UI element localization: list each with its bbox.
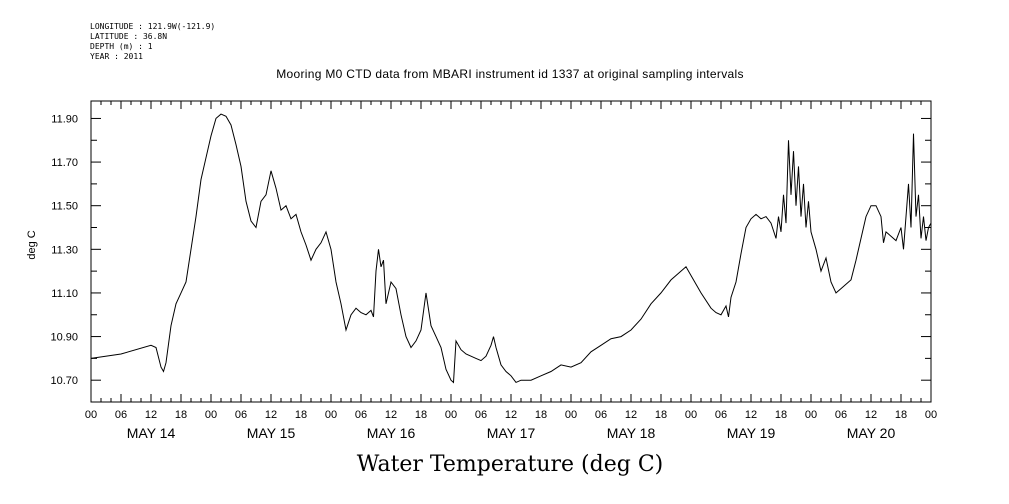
x-tick-label: 00 (805, 409, 817, 421)
x-day-label: MAY 14 (127, 425, 176, 441)
x-tick-label: 12 (505, 409, 517, 421)
x-tick-label: 12 (265, 409, 277, 421)
temperature-series-line (90, 113, 932, 384)
x-tick-label: 18 (655, 409, 667, 421)
x-tick-label: 18 (775, 409, 787, 421)
y-tick-label: 11.90 (51, 113, 78, 125)
y-axis-label: deg C (26, 230, 38, 259)
y-tick-label: 11.70 (51, 157, 78, 169)
x-tick-label: 00 (685, 409, 697, 421)
x-day-label: MAY 20 (847, 425, 896, 441)
x-tick-label: 12 (145, 409, 157, 421)
latitude-text: LATITUDE : 36.8N (90, 32, 168, 41)
chart-bottom-title: Water Temperature (deg C) (356, 452, 664, 477)
x-tick-label: 18 (295, 409, 307, 421)
y-tick-label: 11.10 (51, 288, 78, 300)
x-tick-label: 00 (205, 409, 217, 421)
y-tick-label: 11.30 (51, 244, 78, 256)
x-tick-label: 00 (85, 409, 97, 421)
depth-text: DEPTH (m) : 1 (90, 42, 153, 51)
x-day-label: MAY 18 (607, 425, 656, 441)
x-day-label: MAY 15 (247, 425, 296, 441)
x-day-label: MAY 17 (487, 425, 536, 441)
x-tick-label: 00 (325, 409, 337, 421)
longitude-text: LONGITUDE : 121.9W(-121.9) (90, 22, 216, 31)
x-tick-label: 12 (385, 409, 397, 421)
x-tick-label: 06 (475, 409, 487, 421)
x-tick-label: 06 (715, 409, 727, 421)
plot-frame (90, 100, 932, 403)
x-tick-label: 18 (415, 409, 427, 421)
y-tick-label: 10.90 (50, 332, 78, 344)
chart-title: Mooring M0 CTD data from MBARI instrumen… (276, 67, 744, 81)
mooring-metadata: LONGITUDE : 121.9W(-121.9) LATITUDE : 36… (90, 22, 215, 62)
x-tick-label: 12 (625, 409, 637, 421)
x-tick-label: 06 (595, 409, 607, 421)
x-tick-label: 06 (355, 409, 367, 421)
x-tick-label: 00 (445, 409, 457, 421)
x-tick-label: 12 (865, 409, 877, 421)
y-tick-label: 11.50 (51, 201, 78, 213)
x-tick-label: 18 (175, 409, 187, 421)
x-day-label: MAY 19 (727, 425, 776, 441)
x-day-label: MAY 16 (367, 425, 416, 441)
x-tick-label: 18 (535, 409, 547, 421)
x-tick-label: 12 (745, 409, 757, 421)
x-tick-label: 00 (925, 409, 937, 421)
x-tick-label: 18 (895, 409, 907, 421)
x-tick-label: 06 (235, 409, 247, 421)
year-text: YEAR : 2011 (90, 52, 143, 61)
x-tick-label: 06 (835, 409, 847, 421)
y-tick-label: 10.70 (50, 375, 78, 387)
x-tick-label: 06 (115, 409, 127, 421)
x-tick-label: 00 (565, 409, 577, 421)
